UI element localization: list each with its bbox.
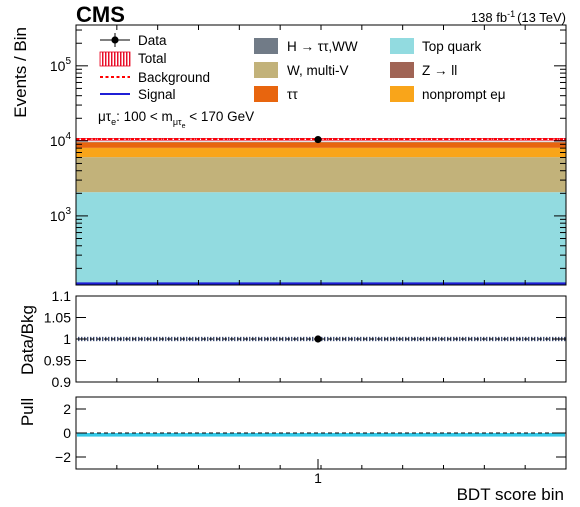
legend-w-multiv-label: W, multi-V: [287, 63, 349, 78]
legend-total-label: Total: [138, 51, 167, 66]
legend-item-z-ll: Z → ll: [390, 62, 457, 78]
legend-top-quark-label: Top quark: [422, 39, 482, 54]
legend-nonprompt-label: nonprompt eμ: [422, 87, 506, 102]
main-y-tick-label: 105: [50, 56, 72, 74]
x-axis-label: BDT score bin: [457, 485, 564, 504]
ratio-y-tick-label: 0.9: [52, 374, 72, 390]
legend-signal-label: Signal: [138, 87, 176, 102]
legend-data-label: Data: [138, 33, 167, 48]
ratio-point-1: [314, 335, 322, 343]
ratio-y-tick-label: 1.1: [52, 288, 72, 304]
selection-lhs: μτ: [98, 109, 112, 124]
legend: Data Total Background Signal H → ττ,WW W…: [99, 33, 506, 102]
ratio-y-axis-label: Data/Bkg: [18, 305, 37, 375]
stack-bar-w-multi-v: [76, 157, 566, 193]
selection-m-sub: μτ: [173, 117, 182, 127]
ratio-y-tick-label: 0.95: [44, 353, 71, 369]
legend-data-marker: [111, 36, 119, 44]
pull-y-tick-label: −2: [55, 449, 71, 465]
selection-lhs-sub: e: [111, 117, 116, 127]
legend-item-total: Total: [99, 51, 167, 67]
main-y-axis-label: Events / Bin: [11, 27, 30, 118]
legend-z-ll-swatch: [390, 62, 414, 78]
main-x-ticks: [116, 25, 526, 285]
pull-y-ticks: −2 0 2: [55, 401, 566, 465]
cms-label: CMS: [76, 2, 125, 27]
lumi-exponent: -1: [507, 9, 515, 19]
legend-item-signal: Signal: [100, 87, 176, 102]
legend-item-background: Background: [100, 70, 210, 85]
legend-item-nonprompt: nonprompt eμ: [390, 86, 506, 102]
legend-item-h-tautau-ww: H → ττ,WW: [254, 38, 358, 54]
stack-bar-nonprompt-e: [76, 147, 566, 158]
data-point-1: [314, 135, 322, 144]
pull-x-ticks: [116, 459, 526, 469]
legend-top-quark-swatch: [390, 38, 414, 54]
ratio-y-tick-label: 1.05: [44, 310, 71, 326]
ratio-panel: 0.9 0.95 1 1.05 1.1 Data/Bkg: [18, 288, 567, 390]
x-tick-label-1: 1: [314, 470, 322, 486]
legend-z-ll-label: Z → ll: [422, 63, 457, 78]
legend-item-w-multiv: W, multi-V: [254, 62, 349, 78]
legend-w-multiv-swatch: [254, 62, 278, 78]
legend-tautau-swatch: [254, 86, 278, 102]
stack-bar-: [76, 142, 566, 148]
ratio-points: [314, 335, 322, 343]
legend-h-tautau-ww-swatch: [254, 38, 278, 54]
selection-rhs: < 170 GeV: [185, 109, 254, 124]
luminosity-label: 138 fb-1 (13 TeV): [471, 9, 566, 25]
pull-panel: −2 0 2 Pull 1 BDT score bin: [18, 396, 567, 504]
energy-value: (13 TeV): [517, 10, 566, 25]
legend-background-label: Background: [138, 70, 210, 85]
main-y-tick-label: 103: [50, 206, 72, 224]
legend-item-data: Data: [100, 33, 167, 48]
selection-label: μτe: 100 < mμτe < 170 GeV: [98, 109, 254, 130]
selection-m-subsub: e: [182, 123, 186, 130]
ratio-y-tick-label: 1: [63, 331, 71, 347]
pull-y-axis-label: Pull: [18, 398, 37, 426]
legend-item-tautau: ττ: [254, 86, 298, 102]
legend-total-swatch: [99, 51, 131, 67]
selection-mid: : 100 < m: [116, 109, 173, 124]
lumi-value: 138 fb: [471, 10, 507, 25]
ratio-y-ticks: 0.9 0.95 1 1.05 1.1: [44, 288, 566, 390]
pull-bar-1: [77, 433, 565, 437]
legend-item-top-quark: Top quark: [390, 38, 482, 54]
legend-nonprompt-swatch: [390, 86, 414, 102]
pull-bars: [77, 433, 565, 437]
main-panel: 103 104 105 Events / Bin Data Total Backgr…: [11, 24, 567, 286]
pull-y-tick-label: 0: [63, 425, 71, 441]
stack-layers: [76, 141, 566, 285]
main-y-tick-label: 104: [50, 131, 72, 149]
legend-h-tautau-ww-label: H → ττ,WW: [287, 39, 358, 54]
pull-y-tick-label: 2: [63, 401, 71, 417]
stack-bar-top-quark: [76, 192, 566, 285]
main-y-ticks: 103 104 105: [50, 29, 566, 269]
data-points: [314, 135, 322, 144]
legend-tautau-label: ττ: [287, 87, 298, 102]
